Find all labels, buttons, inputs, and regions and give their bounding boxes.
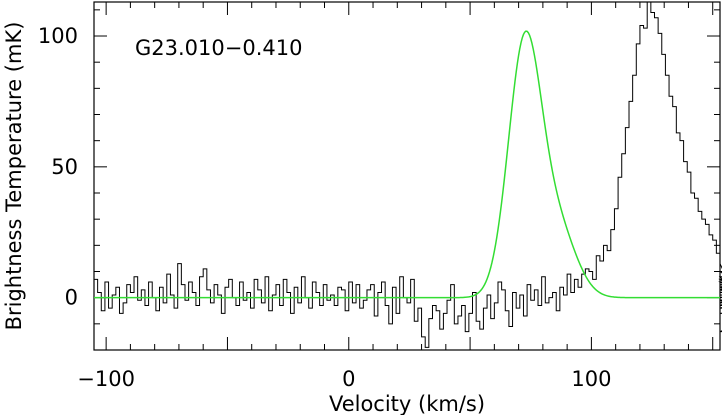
y-tick-label: 100 [38,24,78,48]
x-tick-label: 0 [342,367,355,391]
x-tick-label: −100 [77,367,135,391]
x-axis-label: Velocity (km/s) [329,392,485,415]
axis-tick-labels: −100 0 100 0 50 100 [38,24,612,391]
gaussian-fit-line [94,30,720,299]
plot-frame [93,1,721,351]
y-axis-label: Brightness Temperature (mK) [2,22,26,331]
spectrum-step-line [94,1,722,348]
x-tick-label: 100 [571,367,611,391]
source-name-annotation: G23.010−0.410 [135,36,302,60]
y-tick-label: 0 [65,286,78,310]
axis-ticks [94,2,720,351]
y-tick-label: 50 [51,155,78,179]
